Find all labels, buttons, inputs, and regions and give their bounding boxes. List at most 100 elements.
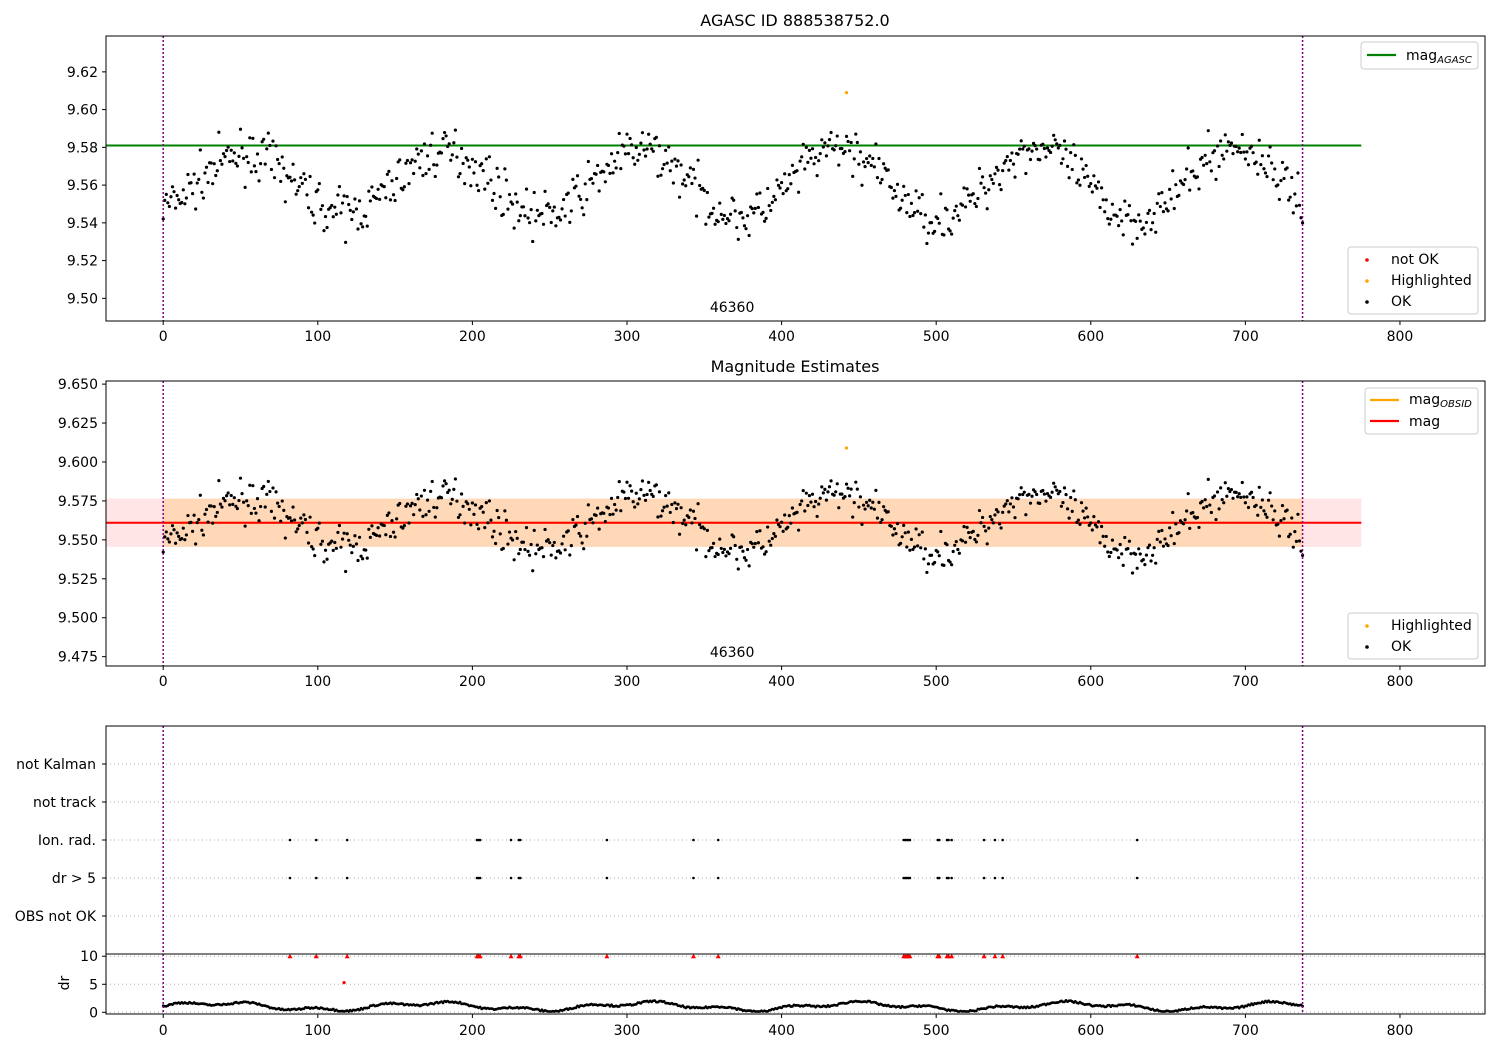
- data-point-ok: [1144, 220, 1149, 225]
- data-point-ok: [489, 178, 493, 182]
- flag-marker: [908, 876, 912, 880]
- data-point-ok: [551, 209, 555, 213]
- data-point-ok: [778, 186, 782, 190]
- data-point-ok: [1103, 544, 1107, 548]
- data-point-ok: [665, 161, 669, 165]
- data-point-ok: [1282, 176, 1286, 181]
- data-point-ok: [492, 191, 496, 196]
- data-point-ok: [835, 134, 839, 138]
- data-point-ok: [591, 181, 595, 185]
- data-point-ok: [1287, 198, 1291, 202]
- data-point-ok: [657, 144, 662, 148]
- data-point-ok: [648, 488, 652, 493]
- data-point-ok: [252, 506, 257, 511]
- data-point-ok: [820, 138, 824, 142]
- data-point-ok: [1135, 566, 1139, 570]
- data-point-ok: [407, 181, 411, 186]
- data-point-ok: [1075, 520, 1079, 524]
- data-point-ok: [289, 179, 294, 183]
- y-tick-label: 5: [89, 977, 98, 993]
- data-point-ok: [390, 179, 394, 183]
- data-point-ok: [1240, 480, 1244, 485]
- data-point-ok: [410, 158, 414, 162]
- data-point-ok: [662, 505, 666, 509]
- data-point-ok: [459, 492, 464, 496]
- x-tick-label: 500: [923, 1023, 950, 1039]
- data-point-ok: [953, 208, 957, 213]
- data-point-ok: [967, 530, 971, 535]
- data-point-ok: [569, 543, 573, 548]
- data-point-ok: [1067, 516, 1071, 520]
- data-point-ok: [985, 207, 989, 211]
- data-point-ok: [1186, 146, 1190, 150]
- data-point-ok: [1038, 158, 1042, 162]
- data-point-ok: [1260, 498, 1264, 502]
- data-point-ok: [1061, 500, 1065, 505]
- data-point-ok: [614, 508, 618, 512]
- data-point-ok: [801, 142, 805, 146]
- data-point-ok: [868, 154, 872, 158]
- data-point-ok: [724, 221, 728, 226]
- data-point-ok: [412, 171, 416, 176]
- data-point-ok: [283, 536, 287, 540]
- data-point-ok: [829, 130, 833, 135]
- data-point-ok: [786, 525, 790, 529]
- dr-clipped-marker: [287, 954, 293, 959]
- data-point-ok: [262, 137, 266, 141]
- data-point-ok: [249, 170, 253, 174]
- data-point-ok: [1072, 143, 1076, 147]
- data-point-ok: [997, 183, 1002, 187]
- data-point-ok: [1197, 187, 1201, 191]
- data-point-ok: [824, 498, 829, 502]
- data-point-ok: [745, 547, 750, 552]
- data-point-ok: [569, 209, 573, 213]
- data-point-ok: [1257, 138, 1261, 142]
- data-point-ok: [948, 560, 952, 564]
- data-point-ok: [204, 507, 209, 512]
- data-point-ok: [1053, 485, 1057, 489]
- data-point-ok: [1217, 507, 1221, 511]
- data-point-ok: [1093, 184, 1098, 188]
- data-point-ok: [388, 198, 393, 202]
- data-point-ok: [484, 501, 488, 505]
- dr-clipped-marker: [508, 954, 514, 959]
- data-point-ok: [345, 194, 349, 199]
- data-point-ok: [302, 172, 306, 176]
- data-point-ok: [1290, 516, 1294, 520]
- data-point-ok: [1138, 219, 1142, 223]
- dr-clipped-marker: [715, 954, 721, 959]
- data-point-ok: [269, 509, 274, 513]
- data-point-ok: [596, 506, 600, 510]
- data-point-ok: [1086, 174, 1090, 178]
- data-point-ok: [1245, 495, 1249, 499]
- y-tick-label: 9.60: [67, 103, 98, 119]
- data-point-ok: [186, 513, 190, 518]
- data-point-ok: [681, 521, 685, 525]
- data-point-ok: [1239, 495, 1243, 499]
- data-point-ok: [602, 170, 606, 174]
- data-point-ok: [209, 504, 213, 508]
- data-point-ok: [803, 509, 807, 513]
- data-point-ok: [323, 548, 328, 552]
- data-point-ok: [288, 175, 292, 179]
- data-point-ok: [950, 232, 954, 236]
- data-point-ok: [385, 172, 389, 176]
- data-point-ok: [177, 534, 181, 538]
- data-point-ok: [637, 152, 641, 156]
- data-point-ok: [308, 174, 312, 179]
- data-point-ok: [1069, 495, 1073, 500]
- data-point-ok: [1161, 210, 1166, 214]
- data-point-ok: [320, 204, 325, 208]
- data-point-ok: [1090, 528, 1094, 532]
- flag-marker: [1001, 838, 1004, 842]
- data-point-ok: [1011, 162, 1016, 166]
- data-point-ok: [809, 156, 813, 160]
- data-point-ok: [1234, 490, 1238, 494]
- flag-marker: [982, 876, 986, 880]
- flag-marker: [345, 876, 349, 880]
- data-point-ok: [815, 173, 819, 178]
- dr-clipped-marker: [604, 954, 610, 959]
- data-point-ok: [633, 505, 637, 509]
- data-point-ok: [783, 172, 787, 176]
- data-point-ok: [1072, 489, 1076, 493]
